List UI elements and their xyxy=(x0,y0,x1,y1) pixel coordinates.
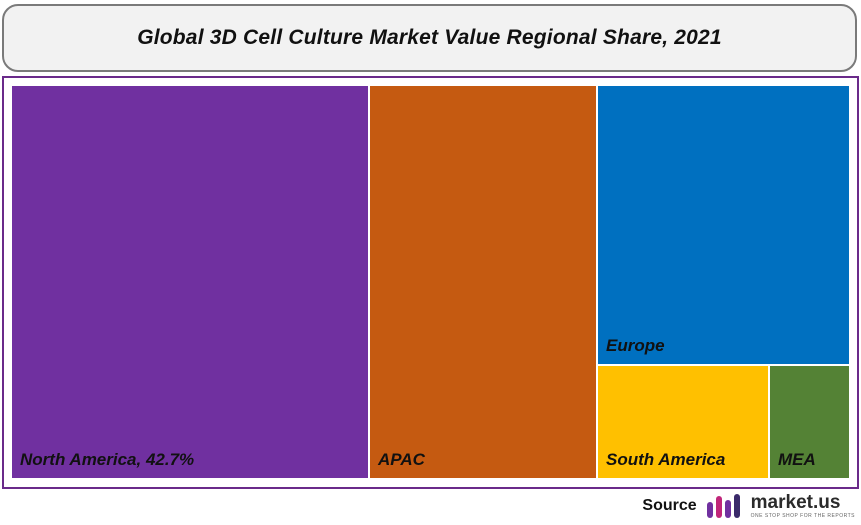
treemap-tile-label: MEA xyxy=(778,450,816,469)
treemap-tile-label: South America xyxy=(606,450,726,469)
treemap-tile-label: North America, 42.7% xyxy=(20,450,195,469)
source-label: Source xyxy=(642,497,697,514)
treemap-tile-south-america: South America xyxy=(598,366,768,478)
treemap-tile-europe: Europe xyxy=(598,86,849,364)
treemap: North America, 42.7% APAC Europe South Amer… xyxy=(4,78,857,487)
brand-name: market.us xyxy=(750,492,841,513)
treemap-tile-apac: APAC xyxy=(370,86,596,478)
treemap-tile-label: APAC xyxy=(378,450,425,469)
treemap-tile-north-america: North America, 42.7% xyxy=(12,86,368,478)
chart-title-box: Global 3D Cell Culture Market Value Regi… xyxy=(2,4,857,72)
chart-frame: North America, 42.7% APAC Europe South Amer… xyxy=(2,76,859,489)
treemap-tile-label: Europe xyxy=(606,336,665,355)
brand: market.us ONE STOP SHOP FOR THE REPORTS xyxy=(751,493,855,519)
chart-title: Global 3D Cell Culture Market Value Regi… xyxy=(137,26,722,49)
treemap-tile-mea: MEA xyxy=(770,366,849,478)
market-us-logo-icon xyxy=(706,494,740,518)
source-credit: Source market.us ONE STOP SHOP FOR THE R… xyxy=(642,490,855,522)
brand-tagline: ONE STOP SHOP FOR THE REPORTS xyxy=(750,513,855,519)
